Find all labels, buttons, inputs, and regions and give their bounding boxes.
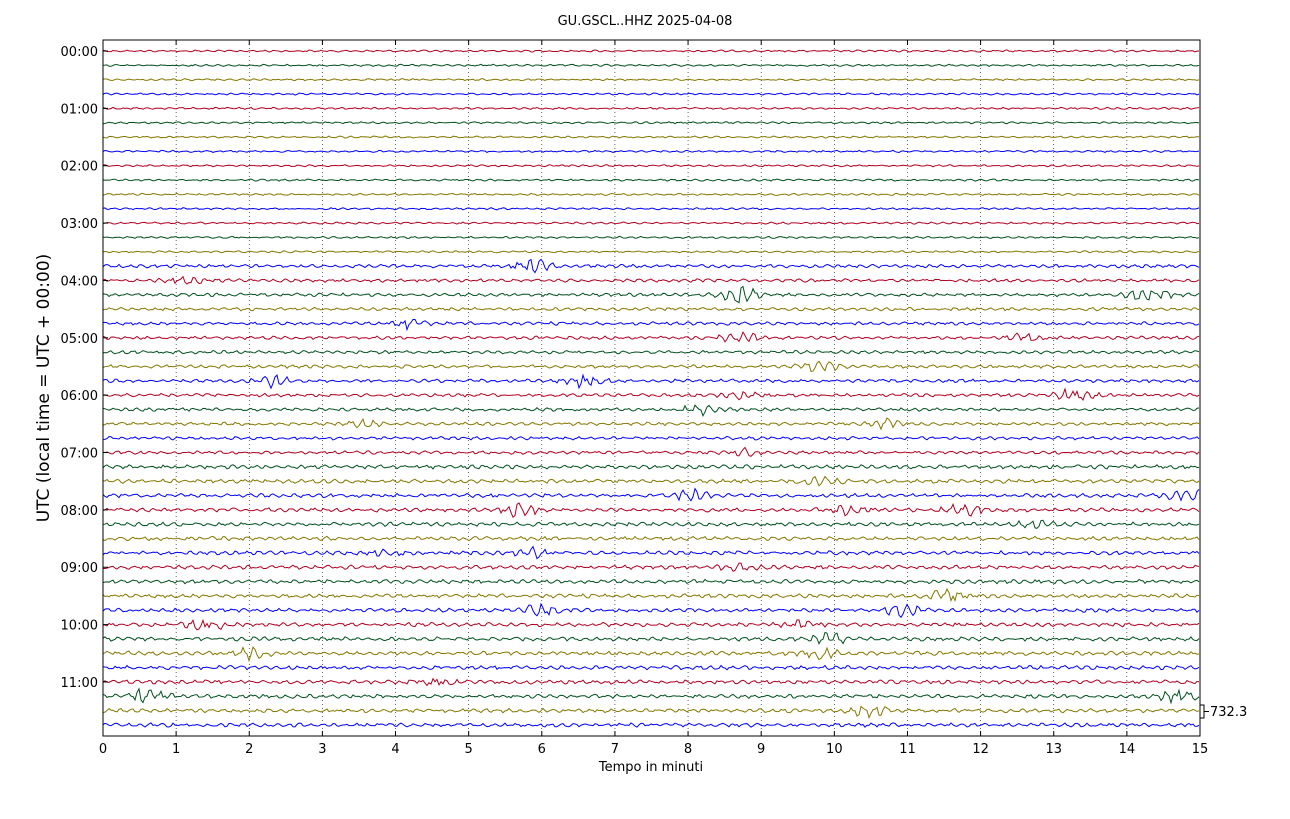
x-tick-label: 1 <box>172 742 180 757</box>
x-tick-label: 6 <box>538 742 546 757</box>
grid-lines <box>175 40 1128 736</box>
trace-line <box>102 63 1200 67</box>
trace-line <box>102 687 1200 705</box>
trace-line <box>102 235 1200 239</box>
trace-line <box>102 275 1200 285</box>
trace-line <box>102 463 1200 470</box>
trace-line <box>102 502 1200 519</box>
trace-line <box>102 562 1200 572</box>
trace-line <box>102 258 1200 274</box>
x-axis-label: Tempo in minuti <box>598 760 703 775</box>
trace-line <box>102 578 1200 585</box>
x-tick-label: 14 <box>1119 742 1136 757</box>
x-tick-label: 0 <box>99 742 107 757</box>
trace-line <box>102 207 1200 211</box>
trace-line <box>102 221 1200 225</box>
trace-line <box>102 631 1200 645</box>
y-tick-label: 11:00 <box>61 676 98 691</box>
trace-line <box>102 318 1200 332</box>
trace-line <box>102 475 1200 487</box>
trace-line <box>102 446 1200 457</box>
y-axis-ticks: 00:00 01:00 02:00 03:00 04:00 05:00 06:00 07:00… <box>61 45 108 691</box>
trace-line <box>102 360 1200 373</box>
trace-line <box>102 722 1200 728</box>
trace-line <box>102 677 1200 687</box>
trace-line <box>102 435 1200 441</box>
trace-line <box>102 285 1200 304</box>
trace-line <box>102 387 1200 401</box>
trace-line <box>102 78 1200 82</box>
trace-line <box>102 519 1200 529</box>
trace-line <box>102 705 1200 720</box>
trace-line <box>102 192 1200 196</box>
x-tick-label: 4 <box>391 742 399 757</box>
trace-line <box>102 135 1200 139</box>
x-tick-label: 11 <box>899 742 916 757</box>
y-tick-label: 00:00 <box>61 45 98 60</box>
trace-line <box>102 349 1200 355</box>
trace-line <box>102 373 1200 390</box>
x-tick-label: 10 <box>826 742 843 757</box>
trace-line <box>102 178 1200 182</box>
trace-line <box>102 306 1200 312</box>
trace-line <box>102 164 1200 168</box>
trace-line <box>102 250 1200 254</box>
y-tick-label: 06:00 <box>61 389 98 404</box>
seismic-traces <box>102 49 1200 728</box>
trace-line <box>102 535 1200 542</box>
x-tick-label: 12 <box>972 742 989 757</box>
x-tick-label: 2 <box>245 742 253 757</box>
trace-line <box>102 149 1200 153</box>
scale-label: 732.3 <box>1210 705 1247 720</box>
x-tick-label: 15 <box>1192 742 1209 757</box>
x-tick-label: 9 <box>757 742 765 757</box>
trace-line <box>102 49 1200 53</box>
trace-line <box>102 417 1200 431</box>
trace-line <box>102 545 1200 560</box>
trace-line <box>102 92 1200 96</box>
y-tick-label: 05:00 <box>61 332 98 347</box>
trace-line <box>102 106 1200 110</box>
trace-line <box>102 487 1200 502</box>
x-tick-label: 7 <box>611 742 619 757</box>
trace-line <box>102 587 1200 603</box>
x-tick-label: 5 <box>465 742 473 757</box>
y-tick-label: 09:00 <box>61 561 98 576</box>
x-tick-label: 8 <box>684 742 692 757</box>
trace-line <box>102 664 1200 671</box>
y-tick-label: 02:00 <box>61 160 98 175</box>
trace-line <box>102 121 1200 125</box>
x-tick-label: 3 <box>318 742 326 757</box>
y-axis-label: UTC (local time = UTC + 00:00) <box>34 254 54 523</box>
trace-line <box>102 330 1200 343</box>
y-tick-label: 04:00 <box>61 274 98 289</box>
y-tick-label: 03:00 <box>61 217 98 232</box>
trace-line <box>102 404 1200 418</box>
trace-line <box>102 646 1200 663</box>
chart-title: GU.GSCL..HHZ 2025-04-08 <box>558 14 733 29</box>
x-tick-label: 13 <box>1045 742 1062 757</box>
scale-bracket <box>1200 704 1205 719</box>
plot-frame <box>102 39 1201 737</box>
amplitude-scale-bar: 732.3 <box>1200 704 1247 720</box>
trace-line <box>102 618 1200 631</box>
y-tick-label: 10:00 <box>61 619 98 634</box>
trace-line <box>102 602 1200 619</box>
x-axis-ticks: 0 1 2 3 4 5 6 7 8 9 10 11 12 13 14 15 <box>99 40 1208 757</box>
y-tick-label: 01:00 <box>61 102 98 117</box>
y-tick-label: 07:00 <box>61 447 98 462</box>
y-tick-label: 08:00 <box>61 504 98 519</box>
